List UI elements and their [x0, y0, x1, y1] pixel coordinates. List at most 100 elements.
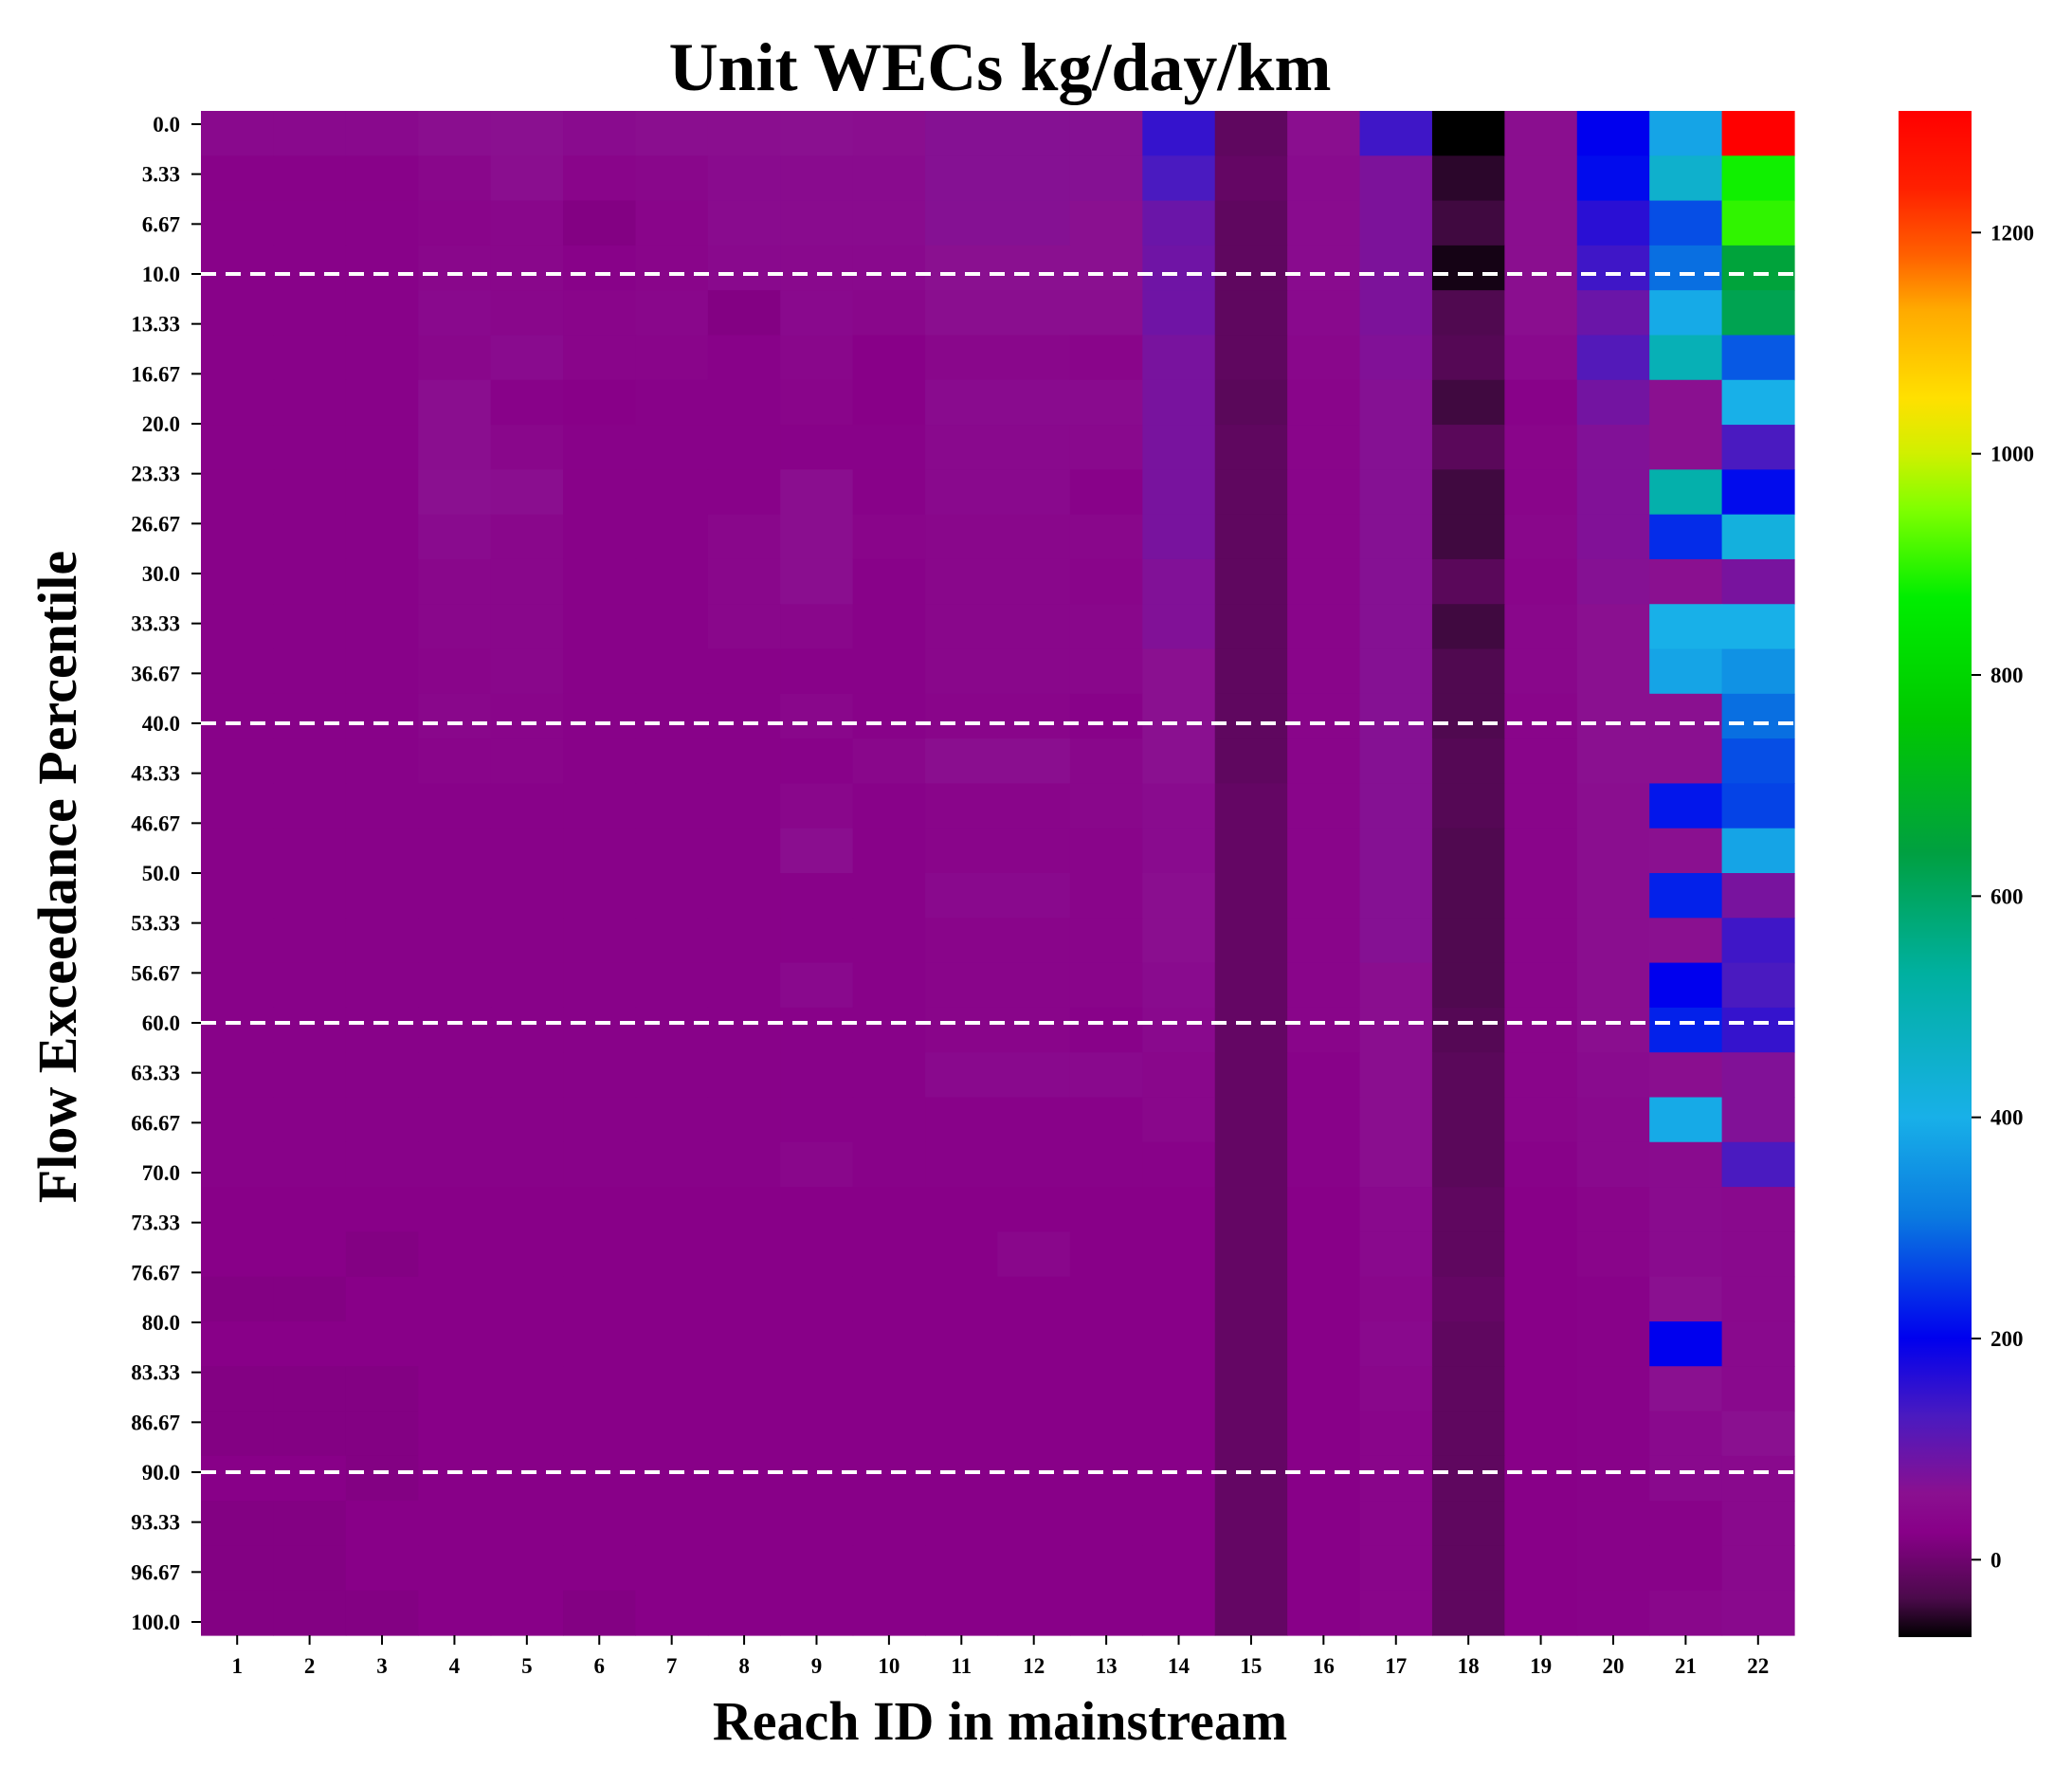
heatmap-cell	[1214, 558, 1288, 605]
heatmap-cell	[1649, 111, 1723, 156]
heatmap-cell	[1431, 1187, 1505, 1232]
heatmap-cell	[1359, 828, 1433, 874]
heatmap-cell	[707, 335, 781, 381]
heatmap-cell	[635, 379, 709, 426]
heatmap-cell	[1649, 1276, 1723, 1322]
heatmap-cell	[1069, 828, 1143, 874]
heatmap-cell	[1576, 1411, 1650, 1457]
heatmap-cell	[997, 1097, 1071, 1143]
heatmap-cell	[1359, 155, 1433, 202]
heatmap-cell	[201, 918, 275, 964]
heatmap-cell	[563, 1455, 637, 1502]
heatmap-cell	[345, 738, 419, 785]
heatmap-cell	[1214, 738, 1288, 785]
heatmap-cell	[1721, 1052, 1795, 1099]
heatmap-cell	[1214, 1411, 1288, 1457]
heatmap-cell	[635, 469, 709, 516]
heatmap-cell	[273, 1455, 347, 1502]
heatmap-cell	[1359, 738, 1433, 785]
heatmap-cell	[1069, 425, 1143, 470]
heatmap-cell	[780, 111, 854, 156]
heatmap-cell	[345, 290, 419, 337]
heatmap-cell	[852, 648, 926, 695]
heatmap-cell	[925, 1007, 999, 1053]
heatmap-cell	[201, 1321, 275, 1367]
heatmap-cell	[1576, 111, 1650, 156]
heatmap-cell	[1649, 1231, 1723, 1278]
heatmap-cell	[1287, 111, 1361, 156]
heatmap-cell	[201, 783, 275, 829]
heatmap-cell	[1721, 1187, 1795, 1232]
heatmap-cell	[780, 558, 854, 605]
heatmap-cell	[1504, 1007, 1578, 1053]
heatmap-cell	[925, 514, 999, 560]
heatmap-cell	[1721, 1366, 1795, 1412]
heatmap-cell	[1721, 1545, 1795, 1592]
heatmap-cell	[852, 425, 926, 470]
heatmap-cell	[852, 469, 926, 516]
heatmap-cell	[1721, 1141, 1795, 1188]
x-tick-label: 20	[1602, 1654, 1624, 1678]
y-tick-label: 23.33	[131, 463, 180, 486]
heatmap-cell	[345, 1007, 419, 1053]
y-tick-label: 50.0	[142, 862, 180, 885]
heatmap-cell	[1504, 558, 1578, 605]
heatmap-cell	[707, 469, 781, 516]
heatmap-cell	[1649, 335, 1723, 381]
heatmap-cell	[345, 558, 419, 605]
heatmap-cell	[490, 1455, 564, 1502]
heatmap-cell	[852, 783, 926, 829]
heatmap-cell	[418, 1231, 492, 1278]
heatmap-cell	[1214, 335, 1288, 381]
heatmap-cell	[707, 1366, 781, 1412]
heatmap-cells	[201, 111, 1795, 1636]
y-tick-label: 100.0	[131, 1611, 180, 1634]
heatmap-cell	[1576, 783, 1650, 829]
heatmap-cell	[1649, 962, 1723, 1009]
heatmap-cell	[563, 425, 637, 470]
heatmap-cell	[780, 962, 854, 1009]
heatmap-cell	[1069, 1052, 1143, 1099]
heatmap-cell	[418, 514, 492, 560]
heatmap-cell	[925, 335, 999, 381]
heatmap-cell	[852, 604, 926, 650]
heatmap-cell	[490, 693, 564, 739]
heatmap-cell	[345, 693, 419, 739]
heatmap-cell	[1721, 245, 1795, 291]
heatmap-cell	[997, 1052, 1071, 1099]
heatmap-cell	[563, 918, 637, 964]
heatmap-cell	[201, 1231, 275, 1278]
heatmap-cell	[1069, 1366, 1143, 1412]
heatmap-cell	[418, 1097, 492, 1143]
heatmap-cell	[1431, 604, 1505, 650]
heatmap-cell	[1576, 1276, 1650, 1322]
y-tick-label: 20.0	[142, 412, 180, 436]
heatmap-cell	[201, 1501, 275, 1547]
heatmap-cell	[1287, 648, 1361, 695]
heatmap-cell	[635, 604, 709, 650]
x-tick-label: 9	[811, 1654, 823, 1678]
heatmap-cell	[1721, 514, 1795, 560]
heatmap-cell	[925, 604, 999, 650]
heatmap-cell	[201, 1411, 275, 1457]
heatmap-cell	[997, 1187, 1071, 1232]
heatmap-cell	[1721, 469, 1795, 516]
heatmap-cell	[1431, 828, 1505, 874]
heatmap-cell	[925, 1455, 999, 1502]
heatmap-cell	[418, 1366, 492, 1412]
heatmap-cell	[780, 335, 854, 381]
heatmap-cell	[1069, 335, 1143, 381]
heatmap-cell	[707, 200, 781, 246]
heatmap-cell	[1721, 111, 1795, 156]
heatmap-cell	[273, 918, 347, 964]
heatmap-cell	[780, 828, 854, 874]
colorbar-tick-label: 400	[1990, 1106, 2024, 1130]
heatmap-cell	[201, 1366, 275, 1412]
heatmap-cell	[490, 918, 564, 964]
heatmap-cell	[707, 245, 781, 291]
heatmap-cell	[563, 648, 637, 695]
heatmap-cell	[345, 335, 419, 381]
heatmap-cell	[1287, 1366, 1361, 1412]
heatmap-cell	[635, 918, 709, 964]
heatmap-cell	[490, 1590, 564, 1636]
